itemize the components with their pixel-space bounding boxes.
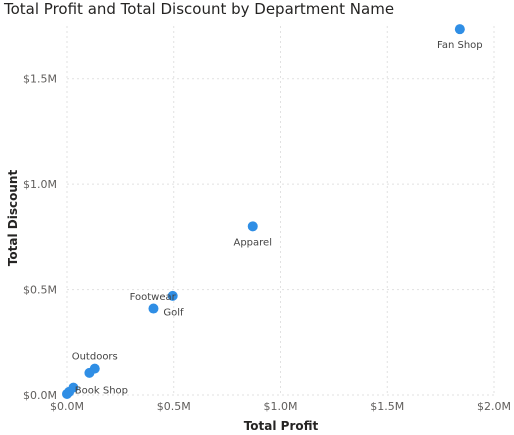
x-tick-label: $1.0M xyxy=(264,400,298,413)
data-point[interactable] xyxy=(84,367,95,378)
point-layer: Fan Shop Apparel Footwear Golf Outdoors Book … xyxy=(62,24,483,399)
data-point[interactable] xyxy=(62,388,72,399)
chart-title: Total Profit and Total Discount by Depar… xyxy=(4,0,395,18)
x-axis-title: Total Profit xyxy=(244,419,319,433)
data-point[interactable] xyxy=(454,24,465,35)
grid-layer xyxy=(66,26,495,396)
tick-layer: $0.0M $0.5M $1.0M $1.5M $2.0M $0.0M $0.5M $1.0M… xyxy=(23,73,511,413)
y-tick-label: $0.5M xyxy=(23,284,57,297)
y-tick-label: $1.5M xyxy=(23,73,57,86)
y-tick-label: $0.0M xyxy=(23,389,57,402)
data-point[interactable] xyxy=(167,290,178,301)
point-label: Apparel xyxy=(233,237,272,248)
x-tick-label: $2.0M xyxy=(477,400,511,413)
point-label: Fan Shop xyxy=(437,40,483,51)
point-label: Book Shop xyxy=(75,386,128,397)
x-tick-label: $0.0M xyxy=(50,400,84,413)
y-axis-title: Total Discount xyxy=(6,170,20,267)
data-point[interactable] xyxy=(148,303,159,314)
point-label: Outdoors xyxy=(72,352,118,363)
point-label: Footwear xyxy=(130,292,177,303)
x-tick-label: $0.5M xyxy=(157,400,191,413)
data-point[interactable] xyxy=(247,221,258,232)
x-tick-label: $1.5M xyxy=(370,400,404,413)
y-tick-label: $1.0M xyxy=(23,178,57,191)
point-label: Golf xyxy=(163,308,184,319)
